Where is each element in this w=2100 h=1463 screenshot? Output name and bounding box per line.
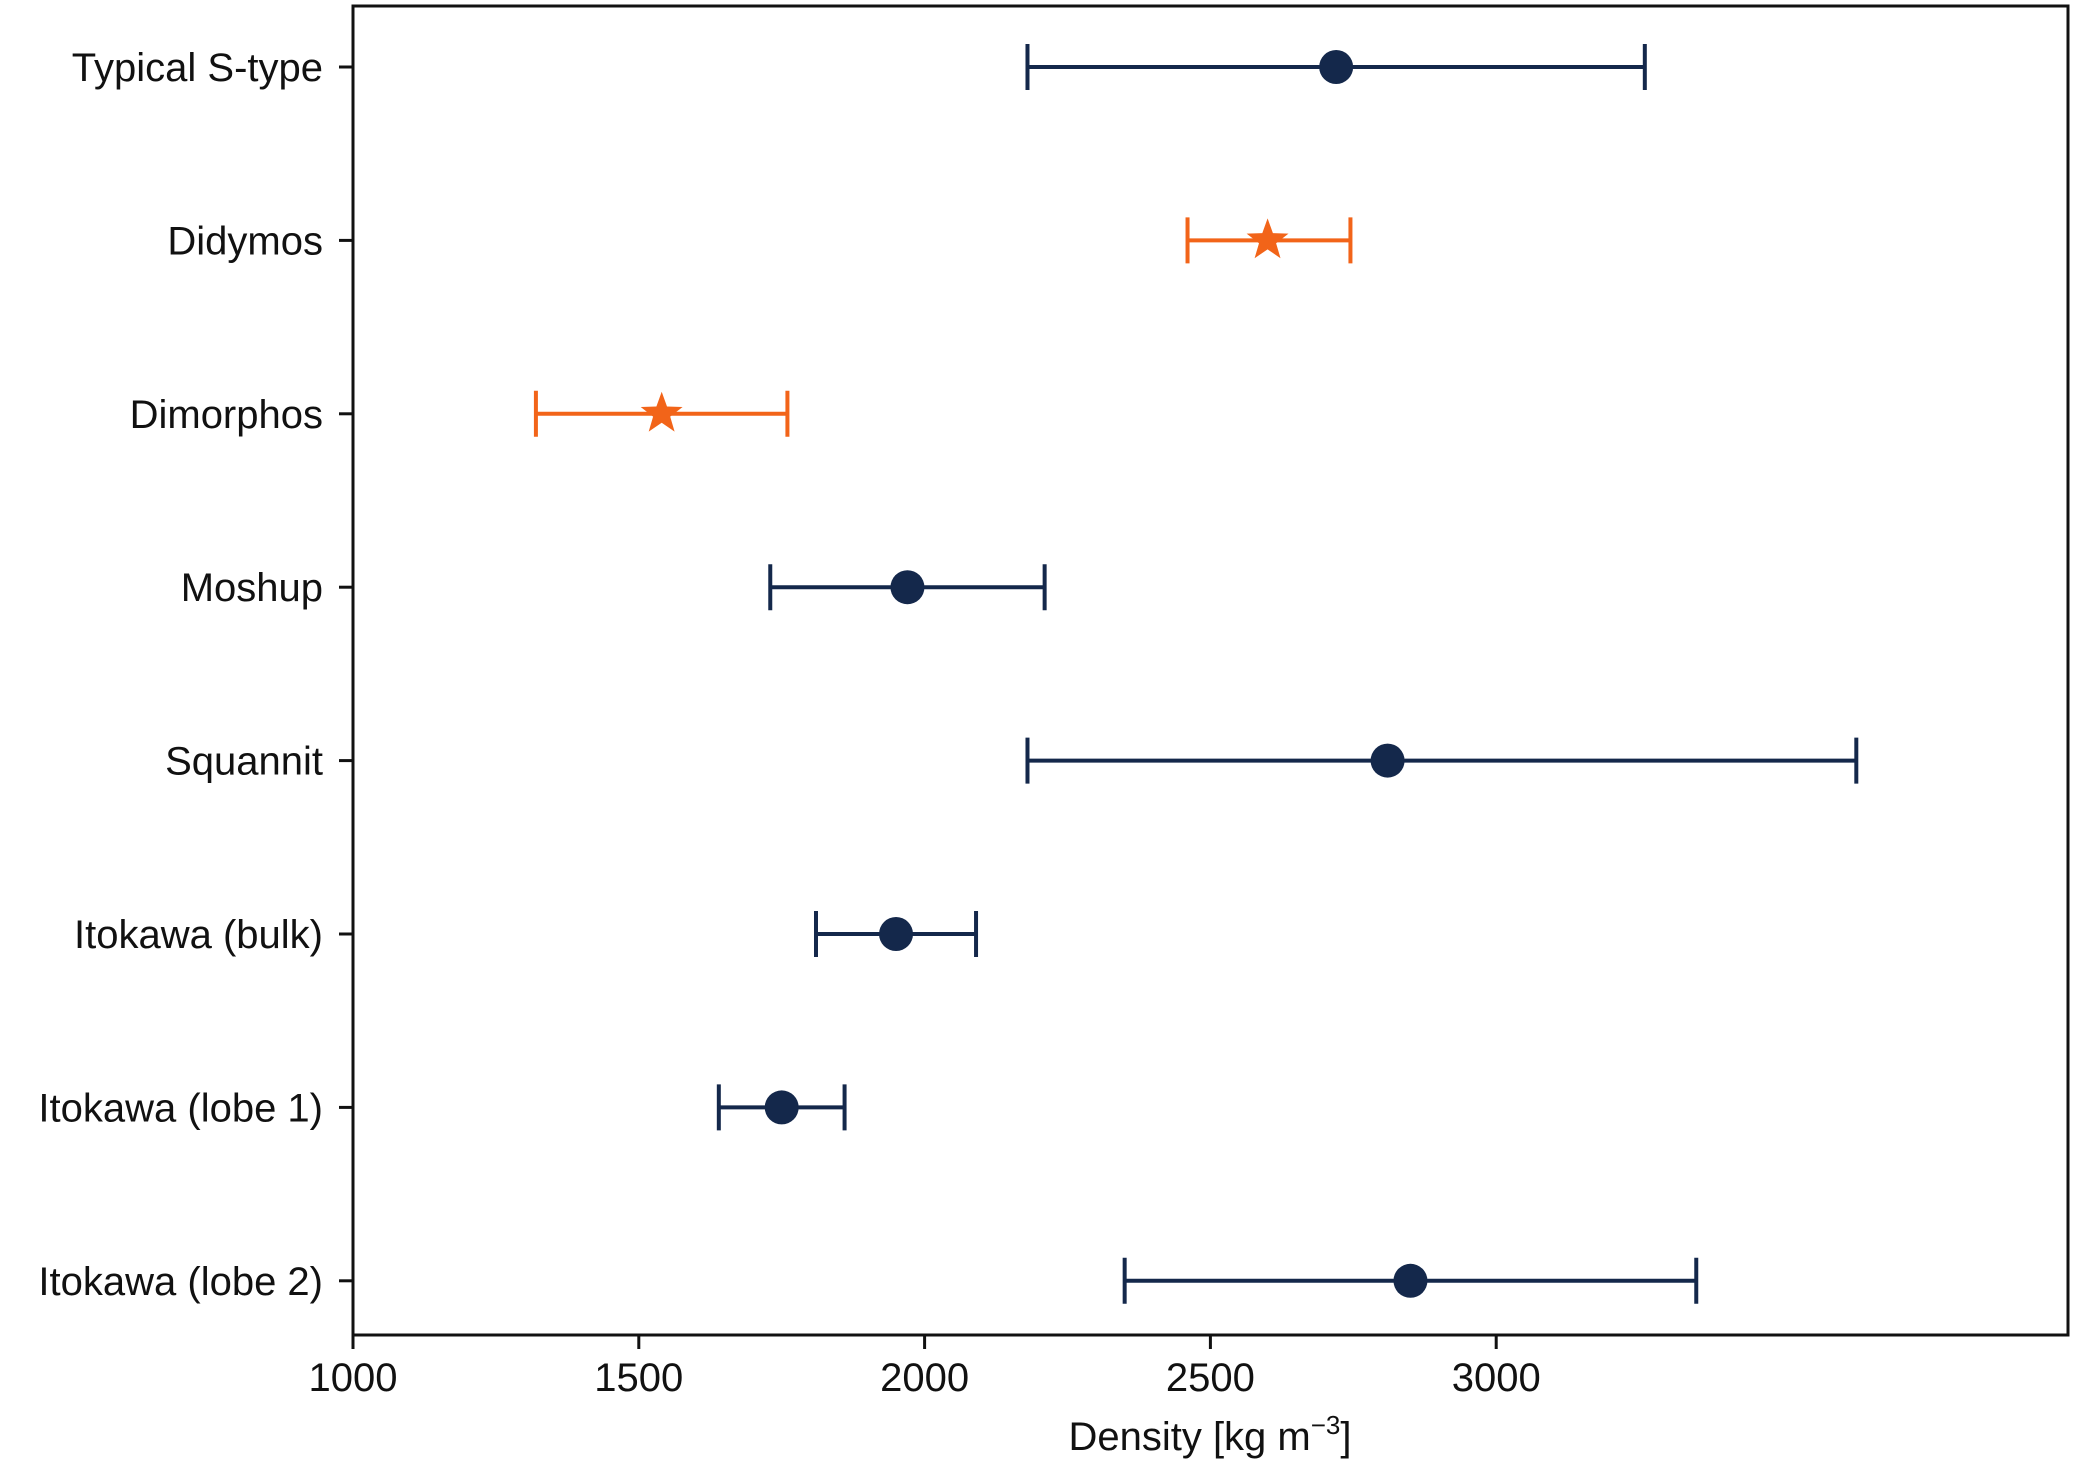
circle-marker bbox=[1370, 743, 1405, 778]
circle-marker bbox=[1319, 50, 1354, 84]
x-tick-label: 2000 bbox=[880, 1356, 969, 1400]
plot-frame bbox=[351, 4, 2070, 1337]
x-tick-label: 1500 bbox=[594, 1356, 683, 1400]
x-tick-label: 3000 bbox=[1452, 1356, 1541, 1400]
y-tick-label: Dimorphos bbox=[130, 393, 323, 437]
data-point-group bbox=[533, 390, 790, 437]
star-marker bbox=[1246, 218, 1289, 259]
y-tick-label: Moshup bbox=[181, 566, 323, 610]
circle-marker bbox=[879, 917, 914, 951]
x-axis: 1000 1500 2000 2500 3000 bbox=[309, 1335, 1541, 1400]
data-point-group bbox=[1185, 217, 1353, 264]
data-point-group bbox=[1025, 44, 1647, 90]
data-point-group bbox=[716, 1084, 847, 1131]
circle-marker bbox=[890, 570, 925, 605]
y-tick-label: Squannit bbox=[165, 740, 323, 784]
circle-marker bbox=[764, 1090, 799, 1125]
y-axis: Typical S-type Didymos Dimorphos Moshup Squa… bbox=[38, 46, 353, 1304]
y-tick-label: Itokawa (lobe 1) bbox=[38, 1086, 323, 1130]
data-point-group bbox=[1122, 1257, 1699, 1304]
data-point-group bbox=[813, 911, 979, 957]
x-tick-label: 1000 bbox=[309, 1356, 398, 1400]
star-marker bbox=[640, 391, 683, 432]
data-point-group bbox=[1025, 737, 1859, 784]
data-point-group bbox=[768, 564, 1047, 611]
y-tick-label: Itokawa (lobe 2) bbox=[38, 1260, 323, 1304]
data-marks bbox=[533, 44, 1859, 1304]
x-tick-label: 2500 bbox=[1166, 1356, 1255, 1400]
y-tick-label: Typical S-type bbox=[72, 46, 323, 90]
circle-marker bbox=[1393, 1263, 1428, 1298]
y-tick-label: Itokawa (bulk) bbox=[74, 913, 323, 957]
x-axis-label: Density [kg m−3] bbox=[1068, 1410, 1351, 1459]
y-tick-label: Didymos bbox=[167, 219, 323, 263]
